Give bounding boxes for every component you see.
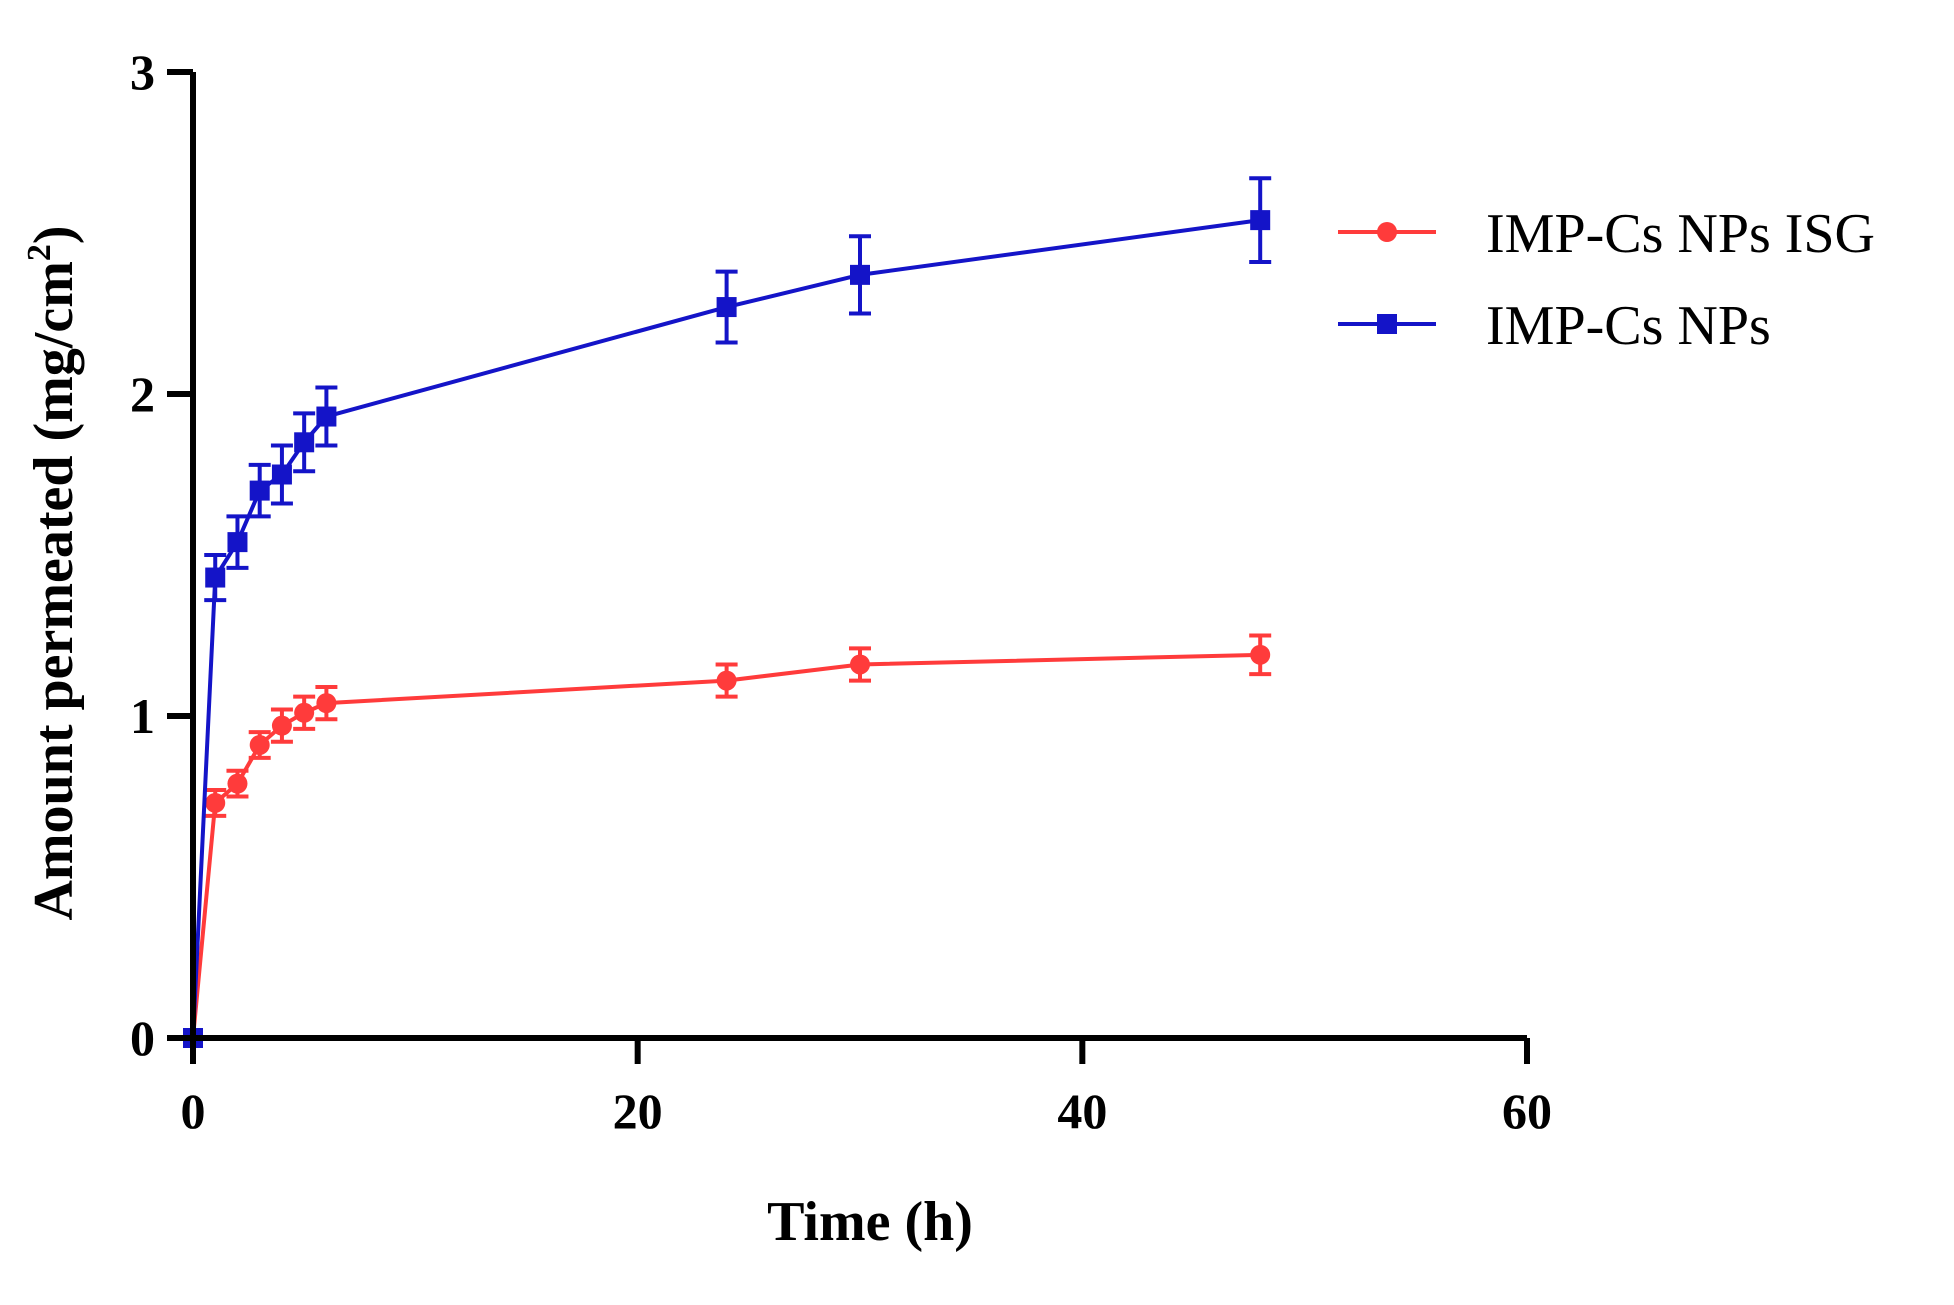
legend-entry: IMP-Cs NPs [1338,295,1771,357]
series-imp-cs-nps-isg [183,633,1272,1048]
plot-area [183,176,1272,1048]
legend: IMP-Cs NPs ISG IMP-Cs NPs [1338,203,1875,357]
legend-marker [1377,314,1397,334]
y-tick-label: 3 [130,44,155,100]
data-point [205,567,226,588]
series-line [191,218,1261,1039]
data-point [227,532,248,553]
legend-label: IMP-Cs NPs ISG [1486,203,1875,265]
y-tick-label: 0 [130,1010,155,1066]
legend-entry: IMP-Cs NPs ISG [1338,203,1875,265]
data-point [294,702,315,723]
y-axis-title-main: Amount permeated (mg/cm [23,261,85,920]
legend-label: IMP-Cs NPs [1486,295,1771,357]
legend-marker [1377,222,1397,242]
data-point [271,715,292,736]
data-point [716,670,737,691]
data-point [850,264,870,285]
series-line [191,652,1261,1039]
data-point [249,480,270,501]
data-point [716,297,737,318]
x-axis-title: Time (h) [767,1191,973,1253]
y-tick-label: 2 [130,366,155,422]
data-point [249,734,270,755]
x-ticks: 0 20 40 60 [181,1038,1552,1139]
data-point [850,654,870,675]
data-point [316,406,337,427]
y-axis-title: Amount permeated (mg/cm2) [21,225,85,920]
y-axis-title-close: ) [23,225,85,244]
axes: 0 20 40 60 0 1 2 3 [130,44,1552,1139]
x-tick-label: 20 [613,1083,663,1139]
data-point [205,792,226,813]
x-tick-label: 40 [1057,1083,1107,1139]
y-ticks: 0 1 2 3 [130,44,193,1066]
y-axis-title-superscript: 2 [21,244,58,261]
data-point [1250,644,1271,665]
x-tick-label: 60 [1502,1083,1552,1139]
data-point [1250,210,1271,231]
data-point [294,432,315,453]
data-point [271,464,292,485]
y-tick-label: 1 [130,688,155,744]
data-point [316,693,337,714]
series-imp-cs-nps [183,176,1272,1048]
x-tick-label: 0 [181,1083,206,1139]
data-point [227,773,248,794]
